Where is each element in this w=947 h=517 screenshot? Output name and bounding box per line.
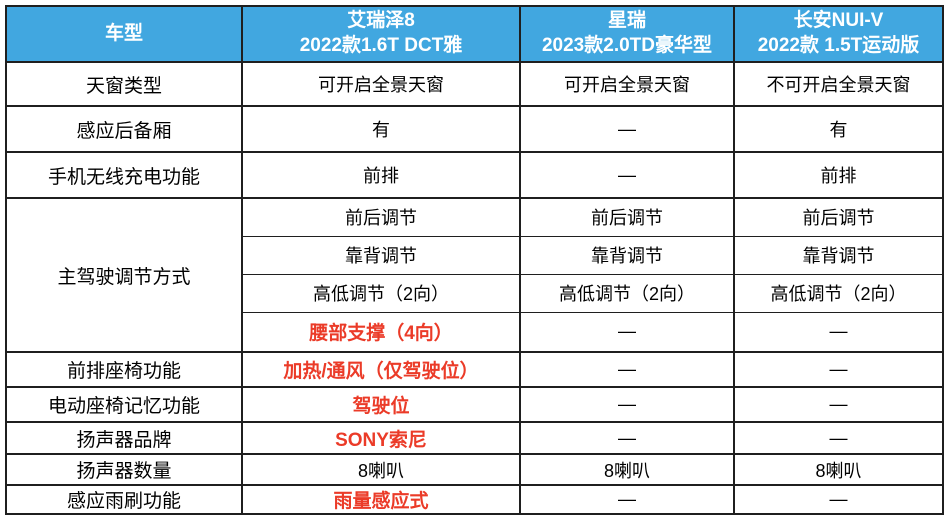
row-seat-adjust-lumbar: 腰部支撑（4向） — — — [6, 311, 944, 353]
row-rain-sensing-wiper: 感应雨刷功能 雨量感应式 — — — [5, 484, 944, 515]
header-changan-nuiv-name: 长安NUI-V — [793, 10, 884, 32]
cell-xingrui: — — [519, 105, 735, 153]
corner-header-model: 车型 — [5, 5, 243, 63]
cell-changan: 前后调节 — [733, 197, 944, 237]
cell-xingrui: — — [519, 386, 735, 423]
cell-changan: — — [733, 484, 944, 515]
cell-changan: 高低调节（2向） — [733, 273, 944, 313]
row-label: 感应雨刷功能 — [5, 484, 243, 515]
cell-xingrui: 高低调节（2向） — [519, 273, 735, 313]
cell-changan: 靠背调节 — [733, 235, 944, 275]
header-xingrui-trim: 2023款2.0TD豪华型 — [541, 35, 712, 56]
row-speaker-brand: 扬声器品牌 SONY索尼 — — — [5, 421, 944, 455]
cell-arrizo8-highlight: 加热/通风（仅驾驶位） — [241, 351, 521, 388]
header-xingrui-name: 星瑞 — [607, 10, 646, 32]
cell-arrizo8: 有 — [241, 105, 521, 153]
cell-arrizo8-highlight: 驾驶位 — [241, 386, 521, 423]
cell-arrizo8: 8喇叭 — [241, 453, 521, 486]
cell-xingrui: — — [519, 484, 735, 515]
cell-changan: 8喇叭 — [733, 453, 944, 486]
row-label: 感应后备厢 — [5, 105, 243, 153]
cell-xingrui: 靠背调节 — [519, 235, 735, 275]
cell-arrizo8: 前后调节 — [241, 197, 521, 237]
cell-xingrui: — — [519, 421, 735, 455]
row-label: 手机无线充电功能 — [5, 151, 243, 199]
cell-changan: — — [733, 351, 944, 388]
cell-changan: 前排 — [733, 151, 944, 199]
header-xingrui: 星瑞 2023款2.0TD豪华型 — [519, 5, 735, 63]
cell-xingrui: 可开启全景天窗 — [519, 61, 735, 107]
cell-xingrui: 前后调节 — [519, 197, 735, 237]
cell-arrizo8: 高低调节（2向） — [241, 273, 521, 313]
row-seat-memory: 电动座椅记忆功能 驾驶位 — — — [5, 386, 944, 423]
cell-arrizo8-highlight: 雨量感应式 — [241, 484, 521, 515]
row-seat-adjust-foreaft: 主驾驶调节方式 前后调节 前后调节 前后调节 — [5, 197, 944, 353]
header-changan-nuiv: 长安NUI-V 2022款 1.5T运动版 — [733, 5, 944, 63]
cell-arrizo8-highlight: SONY索尼 — [241, 421, 521, 455]
cell-xingrui: — — [519, 351, 735, 388]
header-row: 车型 艾瑞泽8 2022款1.6T DCT雅 星瑞 2023款2.0TD豪华型 … — [5, 5, 944, 63]
cell-changan: — — [733, 421, 944, 455]
row-label: 天窗类型 — [5, 61, 243, 107]
row-front-seat-functions: 前排座椅功能 加热/通风（仅驾驶位） — — — [5, 351, 944, 388]
row-seat-adjust-height: 高低调节（2向） 高低调节（2向） 高低调节（2向） — [6, 273, 944, 313]
row-label-seat-adjust-group: 主驾驶调节方式 — [5, 197, 243, 353]
header-arrizo8: 艾瑞泽8 2022款1.6T DCT雅 — [241, 5, 521, 63]
cell-arrizo8: 靠背调节 — [241, 235, 521, 275]
header-arrizo8-trim: 2022款1.6T DCT雅 — [299, 35, 463, 56]
row-sunroof-type: 天窗类型 可开启全景天窗 可开启全景天窗 不可开启全景天窗 — [5, 61, 944, 107]
cell-xingrui: — — [519, 311, 735, 353]
cell-arrizo8: 可开启全景天窗 — [241, 61, 521, 107]
cell-arrizo8: 前排 — [241, 151, 521, 199]
row-label: 扬声器数量 — [5, 453, 243, 486]
header-changan-nuiv-trim: 2022款 1.5T运动版 — [757, 35, 920, 56]
row-speaker-count: 扬声器数量 8喇叭 8喇叭 8喇叭 — [5, 453, 944, 486]
cell-xingrui: — — [519, 151, 735, 199]
comparison-table: 车型 艾瑞泽8 2022款1.6T DCT雅 星瑞 2023款2.0TD豪华型 … — [5, 5, 944, 515]
row-label: 前排座椅功能 — [5, 351, 243, 388]
cell-changan: 有 — [733, 105, 944, 153]
cell-changan: — — [733, 386, 944, 423]
header-arrizo8-name: 艾瑞泽8 — [347, 10, 415, 32]
row-label: 电动座椅记忆功能 — [5, 386, 243, 423]
row-sensing-trunk: 感应后备厢 有 — 有 — [5, 105, 944, 153]
cell-changan: — — [733, 311, 944, 353]
row-seat-adjust-backrest: 靠背调节 靠背调节 靠背调节 — [6, 235, 944, 275]
cell-xingrui: 8喇叭 — [519, 453, 735, 486]
row-label: 扬声器品牌 — [5, 421, 243, 455]
cell-arrizo8-highlight: 腰部支撑（4向） — [241, 311, 521, 353]
cell-changan: 不可开启全景天窗 — [733, 61, 944, 107]
row-wireless-charging: 手机无线充电功能 前排 — 前排 — [5, 151, 944, 199]
